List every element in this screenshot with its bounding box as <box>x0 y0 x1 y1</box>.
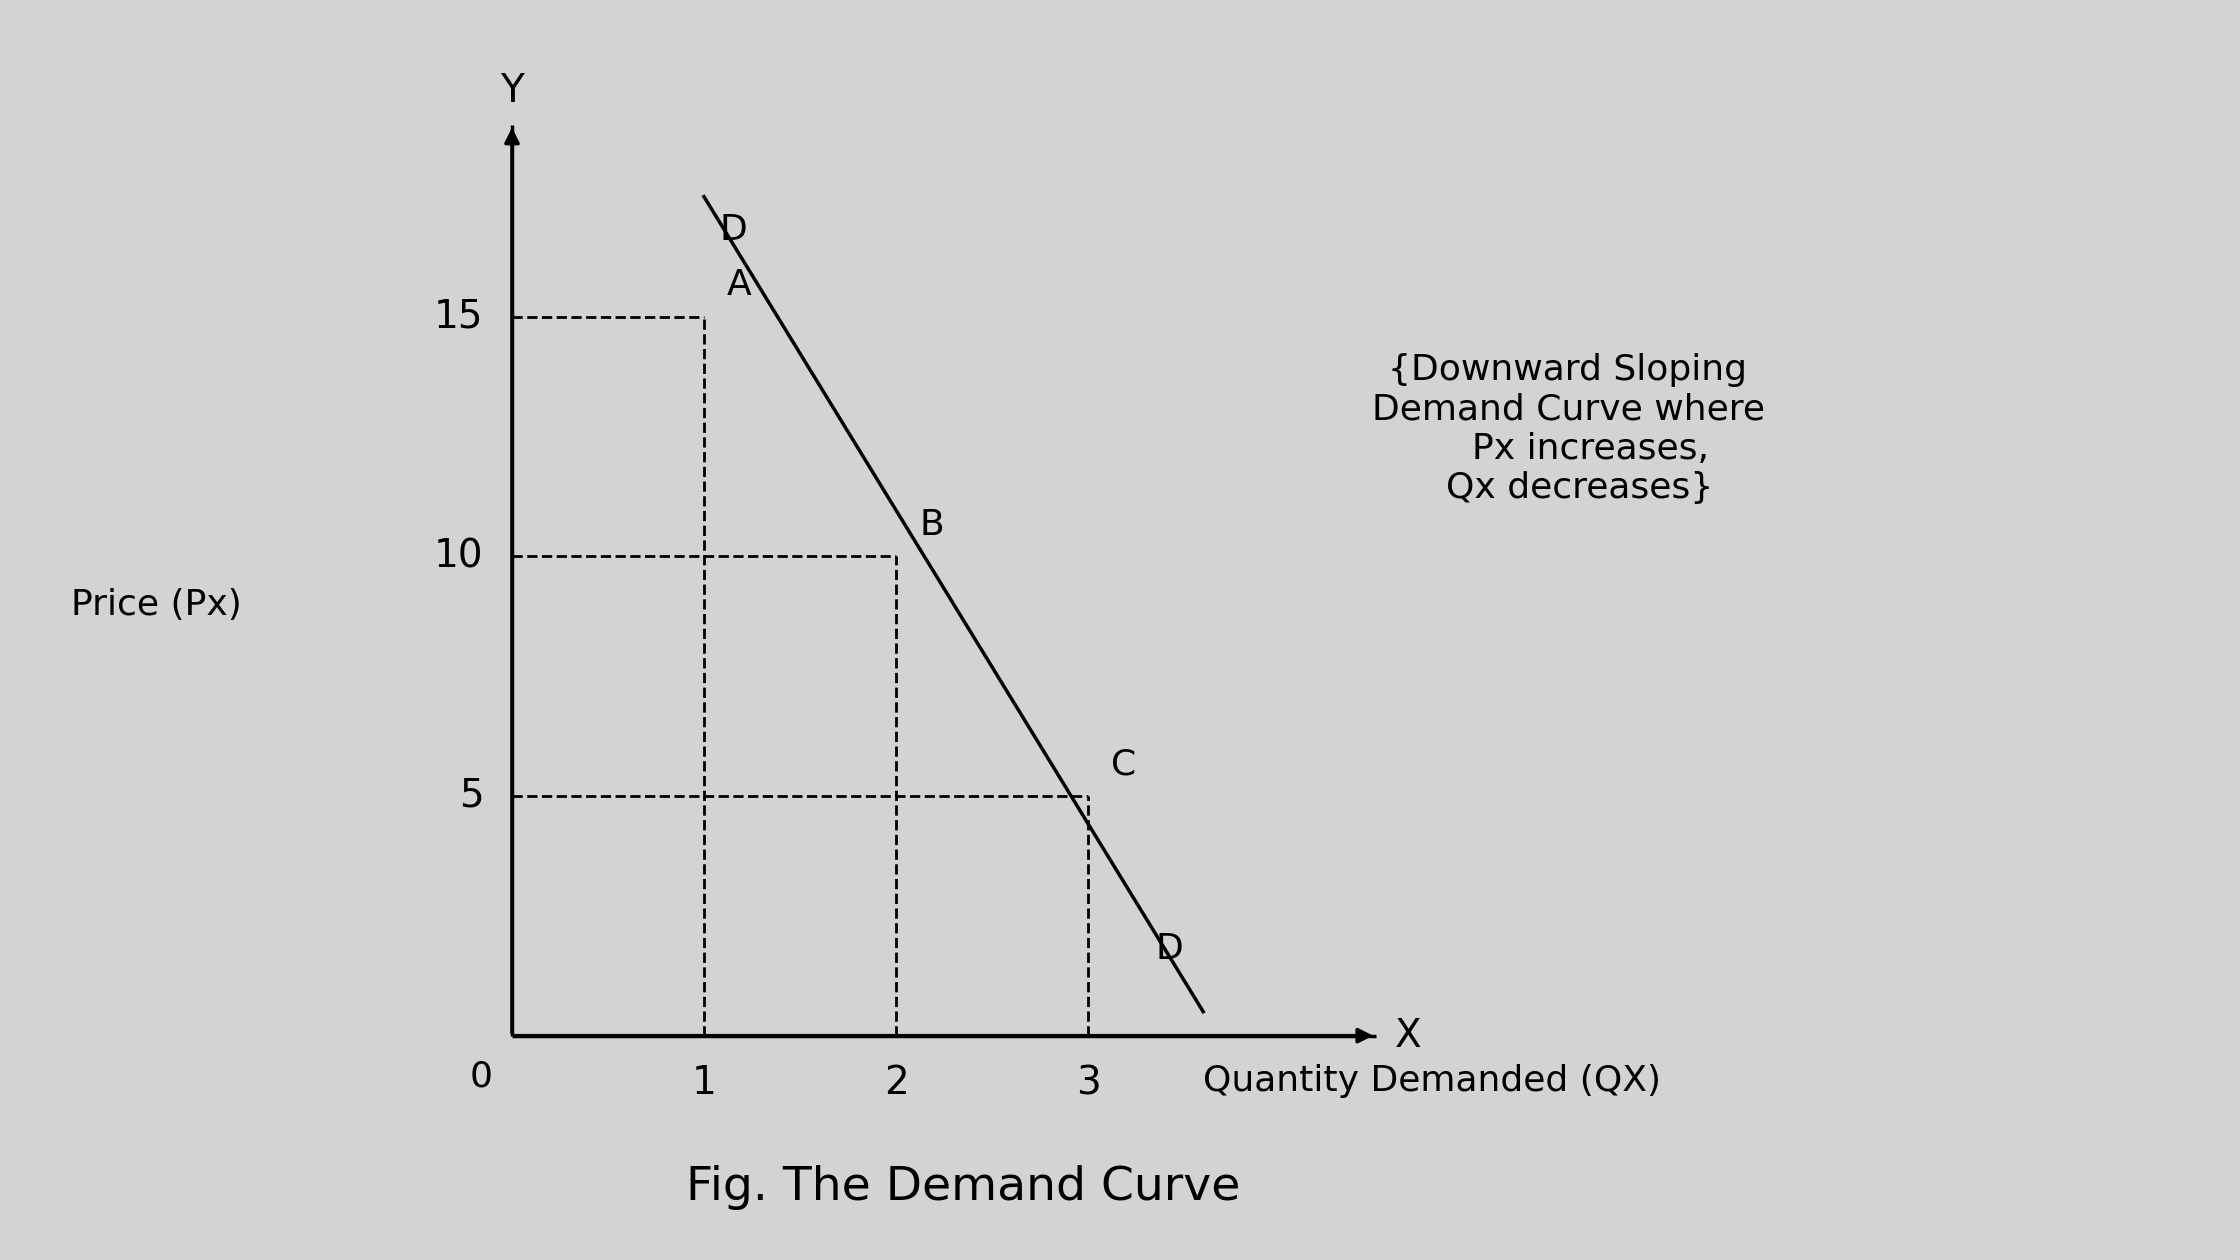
Text: Y: Y <box>500 72 524 111</box>
Text: 5: 5 <box>459 777 484 815</box>
Text: 15: 15 <box>435 297 484 335</box>
Text: {Downward Sloping
Demand Curve where
    Px increases,
  Qx decreases}: {Downward Sloping Demand Curve where Px … <box>1371 353 1765 505</box>
Text: 3: 3 <box>1075 1065 1100 1102</box>
Text: 2: 2 <box>883 1065 909 1102</box>
Text: D: D <box>1156 932 1183 966</box>
Text: D: D <box>719 213 748 247</box>
Text: X: X <box>1396 1017 1422 1055</box>
Text: 10: 10 <box>435 537 484 576</box>
Text: 1: 1 <box>692 1065 717 1102</box>
Text: B: B <box>918 508 943 542</box>
Text: Fig. The Demand Curve: Fig. The Demand Curve <box>685 1164 1241 1210</box>
Text: C: C <box>1111 747 1136 781</box>
Text: A: A <box>728 268 753 302</box>
Text: 0: 0 <box>470 1060 493 1094</box>
Text: Price (Px): Price (Px) <box>72 588 242 621</box>
Text: Quantity Demanded (QX): Quantity Demanded (QX) <box>1203 1065 1662 1099</box>
